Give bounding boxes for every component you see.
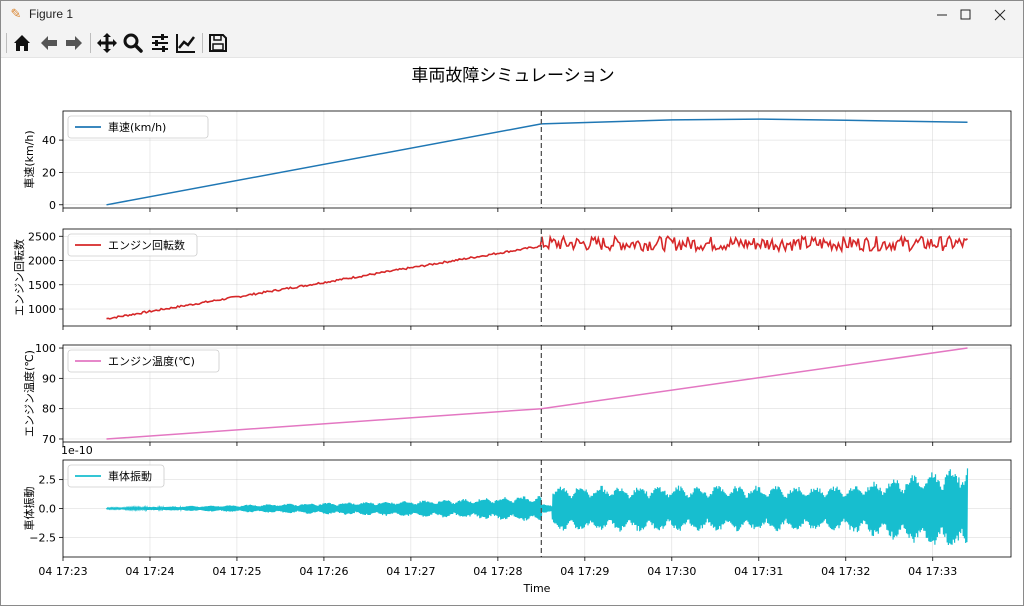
y-tick-label: 2.5 xyxy=(39,474,57,487)
window-title: Figure 1 xyxy=(29,7,74,21)
configure-subplots-button[interactable] xyxy=(149,32,171,54)
y-axis-label: 車体振動 xyxy=(22,487,36,531)
line-chart-icon xyxy=(176,34,195,53)
legend-box xyxy=(67,349,220,373)
x-tick-label: 04 17:33 xyxy=(908,565,957,578)
arrow-right-icon xyxy=(66,36,82,50)
series-1 xyxy=(106,118,968,206)
x-tick-label: 04 17:30 xyxy=(647,565,696,578)
save-button[interactable] xyxy=(207,32,229,54)
title-bar: ✎ Figure 1 xyxy=(1,1,1023,29)
series-4 xyxy=(106,468,969,546)
y-tick-label: 90 xyxy=(42,372,56,385)
x-tick-label: 04 17:24 xyxy=(125,565,174,578)
back-button[interactable] xyxy=(38,32,60,54)
y-axis-label: 車速(km/h) xyxy=(22,130,36,188)
axes-frame xyxy=(62,110,1012,209)
toolbar-separator xyxy=(90,33,91,53)
x-tick-label: 04 17:27 xyxy=(386,565,435,578)
y-tick-label: 0 xyxy=(49,199,56,212)
axes-frame xyxy=(62,344,1012,443)
edit-axis-button[interactable] xyxy=(175,32,197,54)
minimize-icon xyxy=(937,14,947,16)
axes-frame xyxy=(62,228,1012,327)
y-tick-label: 0.0 xyxy=(39,503,57,516)
home-button[interactable] xyxy=(11,32,33,54)
forward-button[interactable] xyxy=(63,32,85,54)
y-tick-label: 1500 xyxy=(28,279,56,292)
legend-box xyxy=(67,115,209,139)
x-axis-label: Time xyxy=(523,582,551,595)
toolbar-separator xyxy=(6,33,7,53)
legend-box xyxy=(67,233,198,257)
y-tick-label: 20 xyxy=(42,166,56,179)
move-icon xyxy=(97,33,117,53)
y-tick-label: −2.5 xyxy=(29,531,56,544)
magnifier-icon xyxy=(123,33,143,53)
y-tick-label: 2500 xyxy=(28,230,56,243)
legend-label: エンジン回転数 xyxy=(108,239,185,252)
series-line xyxy=(106,468,969,546)
legend-label: 車速(km/h) xyxy=(108,120,166,134)
pan-button[interactable] xyxy=(96,32,118,54)
x-tick-label: 04 17:26 xyxy=(299,565,348,578)
y-tick-label: 40 xyxy=(42,134,56,147)
close-button[interactable] xyxy=(977,1,1023,29)
minimize-button[interactable] xyxy=(919,1,965,29)
y-axis-label: エンジン温度(℃) xyxy=(22,350,36,437)
matplotlib-app-icon: ✎ xyxy=(10,7,22,22)
x-tick-label: 04 17:31 xyxy=(734,565,783,578)
legend-label: エンジン温度(℃) xyxy=(108,354,195,368)
x-tick-label: 04 17:25 xyxy=(212,565,261,578)
series-3 xyxy=(106,347,968,440)
floppy-disk-icon xyxy=(209,34,227,52)
y-tick-label: 70 xyxy=(42,433,56,446)
legend-box xyxy=(67,464,165,488)
series-line xyxy=(106,234,968,320)
arrow-left-icon xyxy=(41,36,57,50)
toolbar-separator xyxy=(202,33,203,53)
maximize-icon xyxy=(960,9,971,20)
subplot-1: 0 20 40 車速(km/h) 車速(km/h) xyxy=(22,110,1012,212)
y-tick-label: 80 xyxy=(42,403,56,416)
y-tick-label: 1000 xyxy=(28,303,56,316)
zoom-button[interactable] xyxy=(122,32,144,54)
x-tick-label: 04 17:23 xyxy=(38,565,87,578)
close-icon xyxy=(994,9,1006,21)
figure-title: 車両故障シミュレーション xyxy=(411,66,614,86)
home-icon xyxy=(14,35,30,51)
x-tick-label: 04 17:29 xyxy=(560,565,609,578)
figure-canvas: 車両故障シミュレーション 0 20 40 車速(km/h) 車速(km/h) 1000 15… xyxy=(13,66,1012,595)
x-tick-label: 04 17:32 xyxy=(821,565,870,578)
series-2 xyxy=(106,234,968,320)
x-tick-label: 04 17:28 xyxy=(473,565,522,578)
y-tick-label: 100 xyxy=(35,342,56,355)
series-line xyxy=(106,118,968,206)
maximize-button[interactable] xyxy=(943,1,989,29)
sliders-icon xyxy=(152,34,168,52)
navigation-toolbar xyxy=(1,29,1023,58)
y-tick-label: 2000 xyxy=(28,255,56,268)
series-line xyxy=(106,347,968,440)
y-offset-label: 1e-10 xyxy=(61,444,93,457)
subplot-4: −2.5 0.0 2.5 04 17:23 04 17:24 04 17:25 04 17:… xyxy=(22,444,1012,578)
y-axis-label: エンジン回転数 xyxy=(13,239,26,316)
legend-label: 車体振動 xyxy=(108,469,152,483)
